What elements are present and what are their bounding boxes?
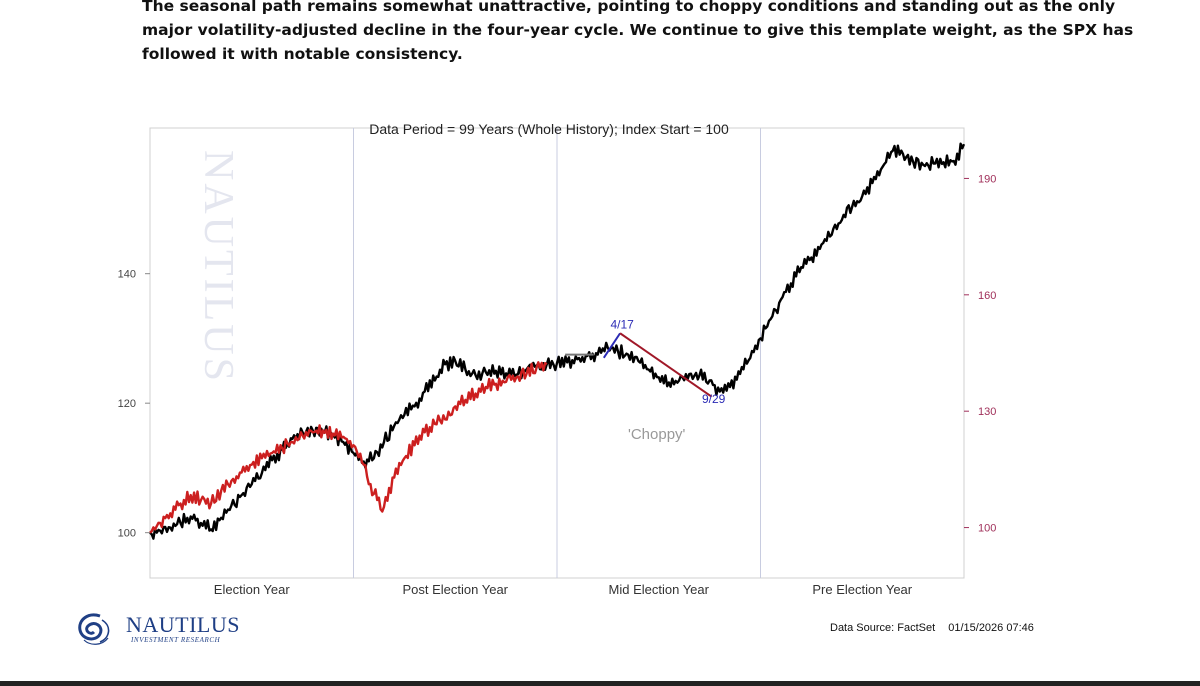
- intro-line-2: major volatility-adjusted decline in the…: [142, 21, 1134, 39]
- x-category-label: Post Election Year: [402, 582, 508, 597]
- left-axis-tick-label: 120: [118, 398, 136, 410]
- intro-line-1: The seasonal path remains somewhat unatt…: [142, 0, 1116, 15]
- volatility-adjusted-series-line: [149, 361, 548, 534]
- left-axis-tick-label: 140: [118, 269, 136, 281]
- logo-wordmark: NAUTILUS: [126, 612, 240, 637]
- intro-paragraph: The seasonal path remains somewhat unatt…: [142, 0, 1142, 66]
- right-axis-tick-label: 160: [978, 290, 996, 302]
- x-category-label: Election Year: [214, 582, 291, 597]
- bottom-edge-bar: [0, 681, 1200, 686]
- x-category-label: Mid Election Year: [609, 582, 710, 597]
- annotation-segment: [602, 332, 621, 359]
- chart-annotation: 4/17: [610, 318, 634, 332]
- data-timestamp: 01/15/2026 07:46: [948, 622, 1034, 634]
- watermark-text: NAUTILUS: [195, 150, 241, 384]
- data-source-label: Data Source: FactSet: [830, 622, 936, 634]
- right-axis-tick-label: 190: [978, 173, 996, 185]
- nautilus-logo-icon: [78, 613, 110, 645]
- chart-annotation: 9/29: [702, 392, 726, 406]
- chart-title: Data Period = 99 Years (Whole History); …: [369, 121, 729, 137]
- x-category-label: Pre Election Year: [812, 582, 912, 597]
- left-axis-tick-label: 100: [118, 528, 136, 540]
- annotation-segment: [619, 332, 713, 398]
- chart-annotation: 'Choppy': [628, 426, 686, 443]
- logo-subtitle: INVESTMENT RESEARCH: [131, 636, 221, 644]
- intro-line-3: followed it with notable consistency.: [142, 45, 463, 63]
- data-source-footer: Data Source: FactSet 01/15/2026 07:46: [830, 622, 1044, 634]
- right-axis-tick-label: 130: [978, 406, 996, 418]
- right-axis-tick-label: 100: [978, 523, 996, 535]
